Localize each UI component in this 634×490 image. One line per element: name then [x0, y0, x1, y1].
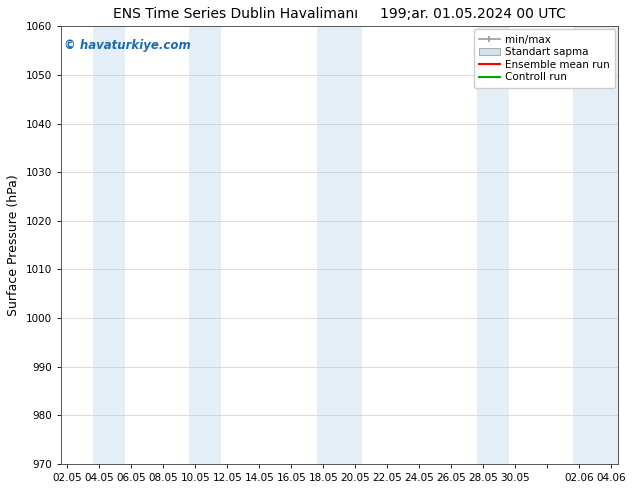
- Bar: [189, 26, 221, 464]
- Bar: [477, 26, 509, 464]
- Title: ENS Time Series Dublin Havalimanı     199;ar. 01.05.2024 00 UTC: ENS Time Series Dublin Havalimanı 199;ar…: [113, 7, 566, 21]
- Text: © havaturkiye.com: © havaturkiye.com: [63, 39, 190, 52]
- Bar: [317, 26, 362, 464]
- Bar: [573, 26, 618, 464]
- Y-axis label: Surface Pressure (hPa): Surface Pressure (hPa): [7, 174, 20, 316]
- Legend: min/max, Standart sapma, Ensemble mean run, Controll run: min/max, Standart sapma, Ensemble mean r…: [474, 29, 615, 88]
- Bar: [93, 26, 125, 464]
